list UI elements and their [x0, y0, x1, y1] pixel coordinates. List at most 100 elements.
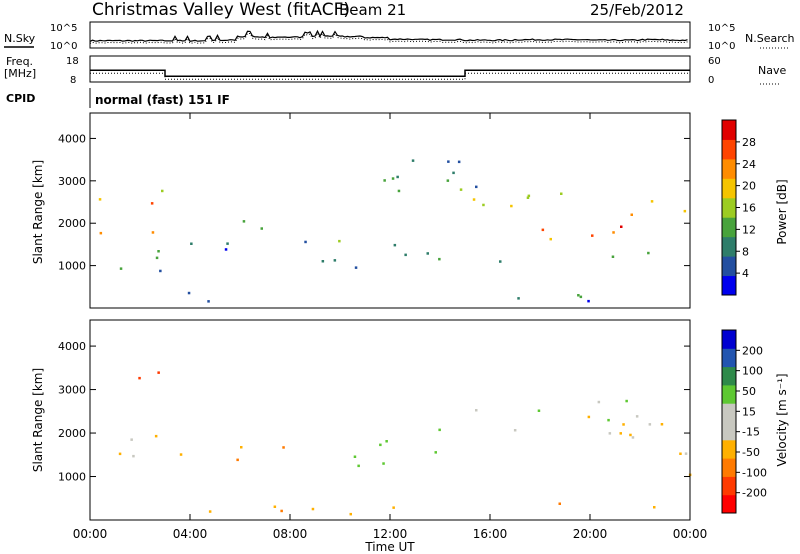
- colorbar-tick-label: 24: [742, 158, 756, 171]
- velocity-cell: [635, 415, 639, 418]
- colorbar-tick-label: 15: [742, 405, 756, 418]
- nsky-tick-bottom: 10^0: [50, 41, 77, 52]
- power-cell: [260, 227, 263, 230]
- power-cell: [383, 179, 386, 182]
- velocity-cell: [434, 451, 437, 454]
- velocity-cell: [558, 502, 561, 505]
- velocity-cell: [607, 418, 610, 422]
- colorbar-tick-label: -200: [742, 487, 767, 500]
- power-colorbar: 28 24 20 16 12 8 4 Power [dB]: [721, 119, 789, 296]
- velocity-cell: [513, 429, 517, 432]
- velocity-cell: [475, 409, 478, 412]
- x-tick-label: 16:00: [473, 527, 508, 541]
- power-panel: 1000 2000 3000 4000 Slant Range [km]: [31, 112, 691, 309]
- y-tick-label: 3000: [58, 175, 86, 188]
- x-axis-label: Time UT: [364, 540, 415, 554]
- velocity-cell: [653, 506, 656, 509]
- power-cell: [396, 175, 399, 179]
- colorbar-swatch: [722, 275, 736, 296]
- velocity-cell: [273, 505, 277, 508]
- power-cell: [452, 171, 455, 175]
- power-cell: [321, 260, 325, 263]
- colorbar-swatch: [722, 421, 736, 441]
- velocity-cell: [648, 423, 652, 426]
- power-cell: [207, 300, 210, 303]
- x-tick-label: 12:00: [373, 527, 408, 541]
- velocity-colorbar: 200 100 50 15 -15 -50 -100 -200 Velocity [m s⁻¹…: [721, 329, 789, 514]
- power-cell: [224, 248, 228, 251]
- velocity-cell: [625, 399, 628, 403]
- colorbar-swatch: [722, 158, 736, 179]
- velocity-cell: [619, 432, 622, 435]
- power-cell: [527, 194, 531, 198]
- colorbar-tick-label: 20: [742, 180, 756, 193]
- colorbar-tick-label: -100: [742, 466, 767, 479]
- power-cell: [560, 192, 563, 195]
- velocity-cell: [349, 512, 352, 516]
- power-cell: [612, 231, 615, 234]
- nave-label: Nave: [758, 64, 786, 77]
- power-scatter: [98, 159, 687, 303]
- colorbar-swatch: [722, 458, 736, 477]
- velocity-cell: [353, 455, 357, 458]
- power-cell: [411, 159, 415, 162]
- date-label: 25/Feb/2012: [590, 1, 684, 19]
- nsky-panel: N.Sky 10^5 10^0 10^5 10^0 N.Search: [4, 21, 795, 52]
- power-cell: [683, 209, 687, 213]
- power-cell: [549, 237, 552, 241]
- velocity-panel: 1000 2000 3000 4000 00:00 04:00 08:00 12:00 16:…: [31, 113, 707, 554]
- nsearch-label: N.Search: [745, 32, 795, 45]
- velocity-cell: [631, 436, 635, 439]
- power-cell: [438, 257, 441, 261]
- power-cell: [446, 179, 450, 182]
- velocity-cell: [392, 506, 395, 509]
- power-cell: [150, 202, 154, 205]
- power-cell: [226, 242, 229, 245]
- power-cell: [647, 251, 650, 255]
- freq-tick-bottom: 8: [70, 75, 76, 86]
- colorbar-tick-label: 50: [742, 385, 756, 398]
- power-y-axis-label: Slant Range [km]: [31, 160, 45, 264]
- power-cell: [161, 189, 164, 193]
- y-tick-label: 1000: [58, 260, 86, 273]
- beam-label: Beam 21: [339, 1, 406, 19]
- velocity-cell: [587, 415, 591, 419]
- velocity-cell: [537, 409, 541, 412]
- y-tick-label: 2000: [58, 217, 86, 230]
- power-cell: [526, 196, 530, 199]
- power-cell: [447, 160, 450, 163]
- velocity-cell: [608, 432, 612, 435]
- y-tick-label: 2000: [58, 427, 86, 440]
- power-cell: [587, 299, 590, 303]
- velocity-cell: [154, 434, 158, 438]
- freq-unit: [MHz]: [4, 67, 36, 80]
- power-cell: [541, 228, 545, 232]
- velocity-cell: [282, 446, 285, 449]
- colorbar-tick-label: -15: [742, 426, 760, 439]
- y-tick-label: 3000: [58, 384, 86, 397]
- x-tick-label: 00:00: [73, 527, 108, 541]
- velocity-cell: [597, 400, 601, 404]
- power-cell: [119, 267, 123, 270]
- colorbar-swatch: [722, 403, 736, 422]
- cpid-value: normal (fast) 151 IF: [95, 93, 230, 107]
- power-cell: [611, 255, 615, 258]
- colorbar-tick-label: 28: [742, 136, 756, 149]
- freq-panel: Freq. [MHz] 18 8 60 0 Nave: [4, 55, 786, 86]
- power-y-axis: 1000 2000 3000 4000: [58, 132, 690, 273]
- nsearch-tick-bottom: 10^0: [708, 41, 735, 52]
- x-tick-label: 04:00: [173, 527, 208, 541]
- colorbar-swatch: [722, 330, 736, 349]
- power-cell: [510, 204, 513, 208]
- power-cell: [404, 253, 407, 257]
- freq-label: Freq.: [6, 55, 33, 68]
- nsky-label: N.Sky: [4, 32, 36, 45]
- station-title: Christmas Valley West (fitACF): [92, 0, 350, 20]
- nsky-series: [89, 29, 688, 42]
- power-cell: [620, 225, 623, 228]
- velocity-cell: [660, 423, 664, 426]
- velocity-cell: [357, 464, 360, 468]
- velocity-cell: [385, 440, 388, 443]
- nsearch-series: [89, 31, 688, 44]
- colorbar-swatch: [722, 236, 736, 257]
